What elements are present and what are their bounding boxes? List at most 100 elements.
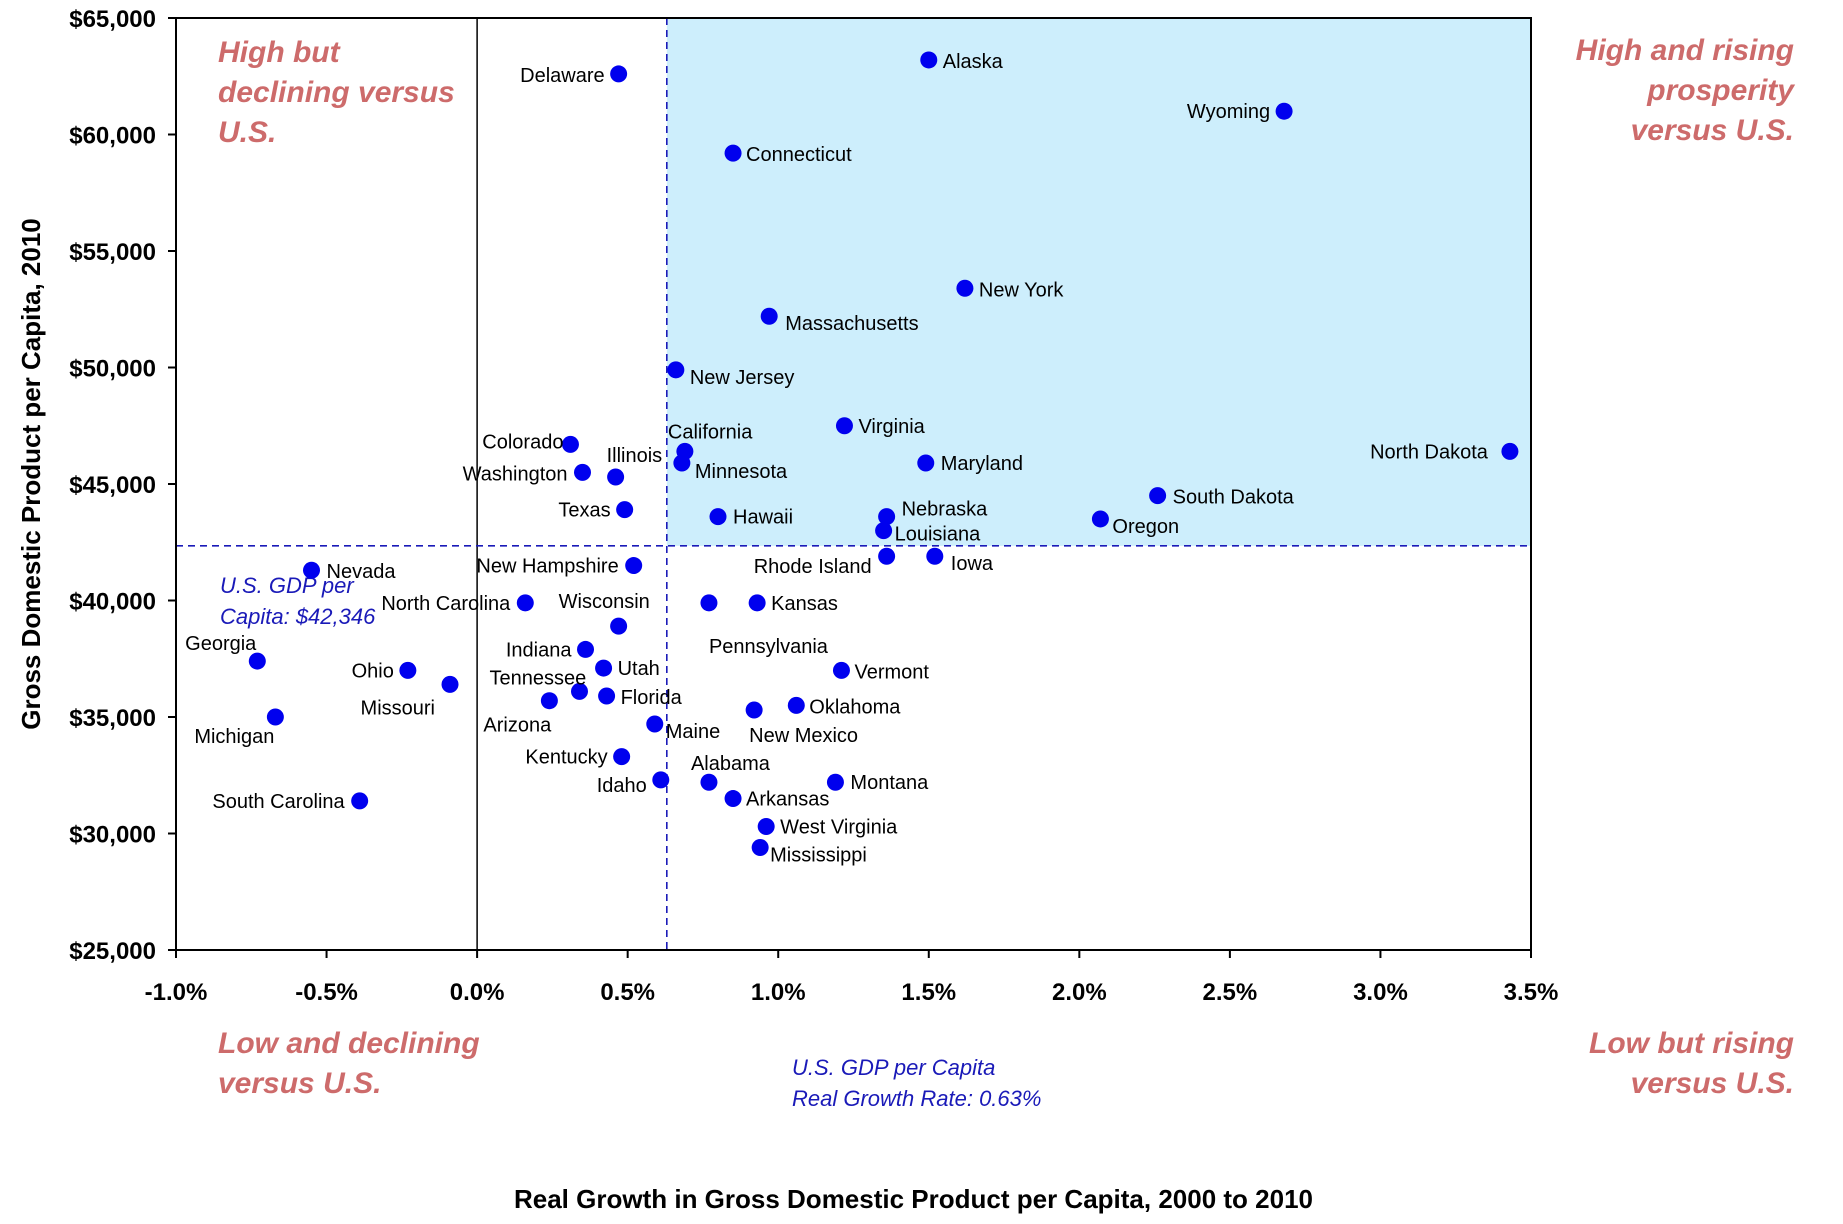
point-kentucky [613, 748, 631, 766]
label-kansas: Kansas [771, 593, 838, 615]
label-west-virginia: West Virginia [780, 817, 898, 839]
label-washington: Washington [463, 463, 568, 485]
label-iowa: Iowa [951, 553, 994, 575]
point-arkansas [724, 790, 742, 808]
label-north-dakota: North Dakota [1370, 441, 1489, 463]
label-california: California [668, 421, 753, 443]
point-iowa [926, 547, 944, 565]
point-washington [574, 463, 591, 481]
label-new-hampshire: New Hampshire [476, 556, 618, 578]
point-alabama [700, 773, 718, 791]
point-ohio [399, 661, 417, 679]
quadrant-label-bottom-right-line: versus U.S. [1631, 1067, 1794, 1100]
quadrant-label-bottom-right: Low but rising versus U.S. [1589, 1027, 1794, 1100]
label-new-jersey: New Jersey [690, 367, 794, 389]
quadrant-label-top-left-line: High but [218, 36, 342, 69]
label-nevada: Nevada [327, 561, 397, 583]
x-tick-label: 1.0% [751, 979, 806, 1006]
point-west-virginia [757, 818, 775, 836]
y-tick-label: $50,000 [69, 356, 156, 383]
label-georgia: Georgia [185, 633, 257, 655]
label-montana: Montana [850, 772, 929, 794]
point-indiana [577, 640, 595, 658]
quadrant-label-top-left: High but declining versus U.S. [218, 36, 455, 149]
point-nebraska [878, 508, 896, 526]
y-tick-label: $55,000 [69, 239, 156, 266]
quadrant-label-top-right-line: High and rising [1576, 34, 1794, 67]
quadrant-label-bottom-left: Low and declining versus U.S. [218, 1027, 480, 1100]
label-utah: Utah [618, 658, 660, 680]
point-new-york [956, 279, 974, 297]
point-maryland [917, 454, 935, 472]
x-tick-label: 0.5% [600, 979, 655, 1006]
point-south-dakota [1149, 487, 1167, 505]
label-massachusetts: Massachusetts [785, 313, 918, 335]
label-vermont: Vermont [854, 661, 929, 683]
point-alaska [920, 51, 938, 69]
point-colorado [561, 435, 579, 453]
label-minnesota: Minnesota [695, 461, 788, 483]
y-tick-label: $45,000 [69, 472, 156, 499]
label-ohio: Ohio [352, 660, 394, 682]
point-pennsylvania [700, 594, 718, 612]
point-north-carolina [516, 594, 534, 612]
y-tick-label: $35,000 [69, 705, 156, 732]
label-louisiana: Louisiana [895, 524, 982, 546]
point-georgia [248, 652, 266, 670]
point-texas [616, 501, 634, 519]
label-michigan: Michigan [194, 726, 274, 748]
us-gdp-label-line: Capita: $42,346 [220, 604, 376, 629]
point-new-mexico [745, 701, 763, 719]
label-indiana: Indiana [506, 639, 572, 661]
label-virginia: Virginia [858, 416, 925, 438]
us-growth-label: U.S. GDP per Capita Real Growth Rate: 0.6… [792, 1055, 1041, 1111]
label-delaware: Delaware [520, 65, 604, 87]
x-tick-label: -0.5% [295, 979, 358, 1006]
quadrant-label-top-right-line: versus U.S. [1631, 114, 1794, 147]
point-missouri [441, 675, 459, 693]
label-south-dakota: South Dakota [1173, 487, 1295, 509]
point-new-hampshire [625, 557, 643, 575]
label-nebraska: Nebraska [902, 499, 988, 521]
label-arkansas: Arkansas [746, 789, 829, 811]
point-mississippi [751, 838, 769, 856]
y-tick-label: $30,000 [69, 822, 156, 849]
label-wyoming: Wyoming [1187, 101, 1270, 123]
point-michigan [266, 708, 284, 726]
x-axis: -1.0% -0.5% 0.0% 0.5% 1.0% 1.5% 2.0% 2.5% 3.0% 3.… [145, 950, 1558, 1006]
quadrant-label-bottom-left-line: Low and declining [218, 1027, 480, 1060]
point-rhode-island [878, 547, 896, 565]
quadrant-label-bottom-right-line: Low but rising [1589, 1027, 1794, 1060]
point-arizona [540, 692, 558, 710]
label-new-york: New York [979, 279, 1064, 301]
quadrant-label-top-right: High and rising prosperity versus U.S. [1576, 34, 1796, 147]
x-tick-label: 1.5% [901, 979, 956, 1006]
x-tick-label: 2.5% [1203, 979, 1258, 1006]
point-connecticut [724, 144, 742, 162]
label-idaho: Idaho [597, 775, 647, 797]
state-points [248, 51, 1519, 856]
point-florida [598, 687, 616, 705]
point-louisiana [875, 522, 893, 540]
point-maine [646, 715, 664, 733]
high-rising-quadrant-shade [666, 18, 1531, 546]
point-utah [595, 659, 613, 677]
label-pennsylvania: Pennsylvania [709, 636, 829, 658]
label-south-carolina: South Carolina [212, 791, 345, 813]
point-vermont [832, 661, 850, 679]
quadrant-label-top-left-line: declining versus [218, 76, 455, 109]
y-tick-label: $40,000 [69, 589, 156, 616]
point-south-carolina [351, 792, 369, 810]
y-tick-label: $25,000 [69, 938, 156, 965]
point-new-jersey [667, 361, 685, 379]
y-axis-title: Gross Domestic Product per Capita, 2010 [16, 218, 46, 730]
point-north-dakota [1501, 442, 1519, 460]
y-tick-label: $65,000 [69, 6, 156, 33]
label-illinois: Illinois [607, 445, 663, 467]
x-tick-label: 0.0% [450, 979, 505, 1006]
point-nevada [303, 561, 320, 579]
point-minnesota [673, 454, 691, 472]
point-montana [826, 773, 844, 791]
label-texas: Texas [558, 500, 610, 522]
